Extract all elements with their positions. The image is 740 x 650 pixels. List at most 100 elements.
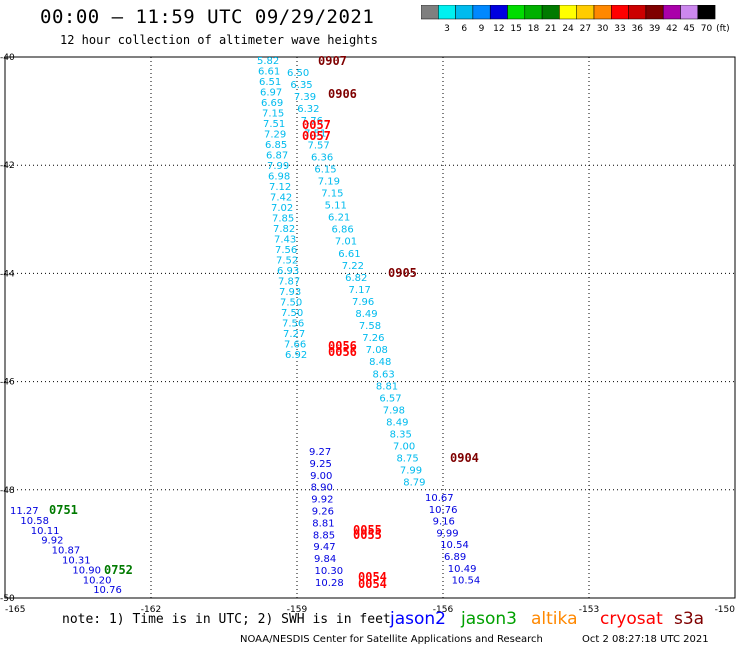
swh-value: 7.27 bbox=[283, 329, 305, 340]
swh-value: 8.63 bbox=[373, 369, 395, 380]
color-swatch bbox=[628, 5, 647, 20]
swh-value: 7.26 bbox=[362, 333, 384, 344]
swh-value: 10.58 bbox=[20, 516, 49, 527]
swh-value: 10.76 bbox=[93, 585, 122, 596]
swh-value: 5.82 bbox=[257, 56, 279, 67]
swh-value: 7.43 bbox=[274, 235, 296, 246]
swh-value: 7.98 bbox=[383, 405, 405, 416]
swh-value: 8.75 bbox=[396, 454, 418, 465]
color-scale-tick: 30 bbox=[597, 24, 609, 34]
pass-time-label: 0055 bbox=[353, 523, 382, 537]
pass-time-label: 0054 bbox=[358, 577, 387, 591]
swh-value: 5.11 bbox=[325, 201, 347, 212]
swh-value: 9.99 bbox=[436, 528, 458, 539]
swh-value: 10.20 bbox=[83, 575, 112, 586]
swh-value: 6.89 bbox=[444, 552, 466, 563]
swh-value: 6.35 bbox=[290, 80, 312, 91]
longitude-tick-label: -165 bbox=[5, 605, 25, 615]
mission-s3a: s3a bbox=[674, 609, 705, 629]
swh-value: 7.51 bbox=[304, 128, 326, 139]
pass-time-label: 0907 bbox=[318, 54, 347, 68]
page-subtitle: 12 hour collection of altimeter wave hei… bbox=[60, 33, 378, 47]
color-scale-tick: 36 bbox=[632, 24, 644, 34]
longitude-tick-label: -156 bbox=[433, 605, 454, 615]
swh-value: 7.87 bbox=[278, 277, 300, 288]
pass-time-label: 0752 bbox=[104, 563, 133, 577]
swh-value: 9.92 bbox=[41, 536, 63, 547]
swh-value: 7.96 bbox=[352, 297, 374, 308]
swh-value: 7.58 bbox=[359, 321, 381, 332]
color-scale-tick: 45 bbox=[683, 24, 694, 34]
color-swatch bbox=[524, 5, 543, 20]
swh-value: 8.35 bbox=[390, 430, 412, 441]
color-scale-unit: (ft) bbox=[716, 24, 730, 34]
swh-value: 10.87 bbox=[52, 546, 81, 557]
swh-value: 7.08 bbox=[366, 345, 388, 356]
swh-value: 7.82 bbox=[273, 224, 295, 235]
swh-value: 6.69 bbox=[261, 98, 283, 109]
color-scale-tick: 70 bbox=[701, 24, 713, 34]
pass-time-label: 0055 bbox=[353, 528, 382, 542]
swh-value: 8.49 bbox=[386, 417, 408, 428]
swh-value: 9.47 bbox=[313, 542, 335, 553]
mission-cryosat: cryosat bbox=[600, 609, 663, 629]
color-swatch bbox=[438, 5, 456, 20]
swh-value: 7.02 bbox=[271, 203, 293, 214]
pass-time-label: 0905 bbox=[388, 266, 417, 280]
swh-value: 6.36 bbox=[311, 152, 333, 163]
swh-value: 10.31 bbox=[62, 556, 91, 567]
latitude-tick-label: -46 bbox=[0, 378, 15, 388]
swh-value: 9.25 bbox=[310, 459, 332, 470]
swh-value: 10.54 bbox=[452, 576, 481, 587]
swh-value: 7.52 bbox=[276, 256, 298, 267]
page-title: 00:00 – 11:59 UTC 09/29/2021 bbox=[40, 6, 375, 28]
pass-time-label: 0054 bbox=[358, 570, 387, 584]
color-swatch bbox=[507, 5, 526, 20]
swh-value: 8.85 bbox=[313, 530, 335, 541]
pass-time-label: 0906 bbox=[328, 87, 357, 101]
swh-value: 7.99 bbox=[400, 466, 422, 477]
map-frame bbox=[4, 56, 736, 599]
swh-value: 8.90 bbox=[311, 483, 333, 494]
color-scale-tick: 42 bbox=[666, 24, 677, 34]
color-scale-tick: 3 bbox=[444, 24, 450, 34]
pass-time-label: 0056 bbox=[328, 345, 357, 359]
pass-time-label: 0751 bbox=[49, 503, 78, 517]
swh-value: 7.50 bbox=[280, 298, 302, 309]
swh-value: 8.49 bbox=[355, 309, 377, 320]
color-scale-tick: 24 bbox=[562, 24, 574, 34]
swh-value: 6.92 bbox=[285, 350, 307, 361]
swh-value: 9.16 bbox=[433, 517, 455, 528]
swh-value: 6.85 bbox=[265, 140, 287, 151]
swh-value: 9.92 bbox=[311, 495, 333, 506]
swh-value: 7.39 bbox=[294, 92, 316, 103]
swh-value: 7.29 bbox=[264, 130, 286, 141]
swh-value: 6.87 bbox=[266, 151, 288, 162]
mission-jason2: jason2 bbox=[390, 609, 446, 629]
color-scale-tick: 6 bbox=[461, 24, 467, 34]
swh-value: 11.27 bbox=[10, 506, 39, 517]
wave-observations: 5.826.616.516.976.697.157.517.296.856.87… bbox=[10, 56, 480, 596]
latitude-tick-label: -48 bbox=[0, 486, 15, 496]
swh-value: 7.22 bbox=[342, 261, 364, 272]
swh-value: 7.57 bbox=[308, 140, 330, 151]
swh-value: 7.76 bbox=[301, 116, 323, 127]
swh-value: 6.57 bbox=[379, 393, 401, 404]
swh-value: 10.90 bbox=[72, 565, 101, 576]
swh-value: 6.61 bbox=[258, 67, 280, 78]
mission-jason3: jason3 bbox=[461, 609, 517, 629]
swh-value: 7.56 bbox=[275, 245, 297, 256]
color-scale-legend: 3 6 9 12 15 18 21 24 27 30 33 36 39 42 45 70 (ft) bbox=[421, 5, 730, 34]
swh-value: 10.30 bbox=[315, 566, 344, 577]
latitude-tick-label: -50 bbox=[0, 594, 15, 604]
swh-value: 7.01 bbox=[335, 237, 357, 248]
swh-value: 9.84 bbox=[314, 554, 336, 565]
axis-labels: -165 -162 -159 -156 -153 -150 -40 -42 -44 -46 -48 -… bbox=[0, 53, 735, 615]
swh-value: 6.93 bbox=[277, 266, 299, 277]
color-swatch bbox=[489, 5, 508, 20]
swh-value: 8.79 bbox=[403, 478, 425, 489]
graticule bbox=[5, 57, 735, 598]
longitude-tick-label: -159 bbox=[287, 605, 308, 615]
swh-value: 7.42 bbox=[270, 193, 292, 204]
